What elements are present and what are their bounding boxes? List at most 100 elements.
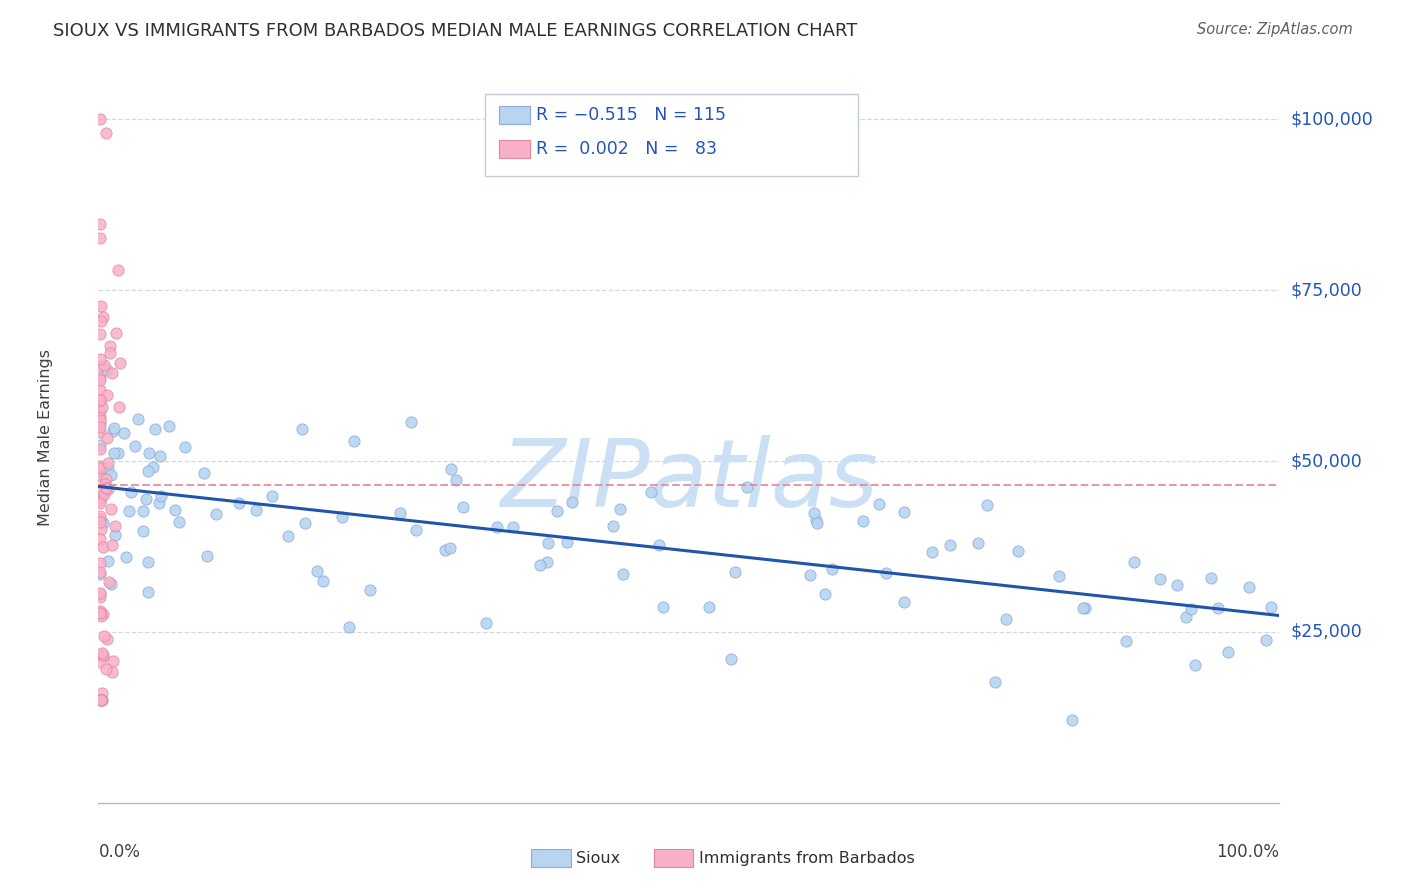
Point [149,449,172,463]
Point [536,555,558,569]
Point [96,481,118,495]
Point [453,500,475,514]
Point [89,606,111,620]
Point [875,566,897,581]
Text: $25,000: $25,000 [1291,623,1362,641]
Point [142,459,165,474]
Point [814,587,837,601]
Point [399,416,422,430]
Point [103,421,125,435]
Point [609,501,631,516]
Point [440,462,463,476]
Point [697,599,720,614]
Point [821,562,844,576]
Point [89,693,111,707]
Point [294,516,316,530]
Point [976,498,998,512]
Point [720,651,742,665]
Point [1007,543,1029,558]
Point [1201,571,1223,585]
Point [89,403,111,417]
Point [89,383,111,397]
Point [1149,572,1171,586]
Point [120,485,142,500]
Point [1237,581,1260,595]
Text: $75,000: $75,000 [1291,281,1362,299]
Text: Source: ZipAtlas.com: Source: ZipAtlas.com [1197,22,1353,37]
Point [343,434,366,448]
Point [96,632,118,646]
Text: $50,000: $50,000 [1291,452,1362,470]
Point [118,504,141,518]
Point [157,418,180,433]
Point [91,646,114,660]
Point [439,541,461,555]
Point [245,503,267,517]
Point [89,512,111,526]
Text: Sioux: Sioux [576,851,620,865]
Point [132,504,155,518]
Point [502,520,524,534]
Point [132,524,155,538]
Point [91,516,114,530]
Point [852,514,875,528]
Point [103,445,125,459]
Point [89,655,111,669]
Point [1074,601,1097,615]
Text: 0.0%: 0.0% [98,843,141,861]
Point [89,532,111,546]
Point [90,522,112,536]
Point [89,425,111,440]
Point [91,540,114,554]
Point [89,327,111,342]
Point [103,424,125,438]
Point [138,445,160,459]
Point [93,648,115,662]
Point [89,351,111,366]
Point [89,416,111,430]
Point [893,595,915,609]
Point [291,422,314,436]
Point [938,538,960,552]
Point [537,536,560,550]
Point [652,600,675,615]
Point [97,554,120,568]
Point [561,495,583,509]
Point [89,604,111,618]
Point [307,564,329,578]
Point [193,466,215,480]
Point [967,536,990,550]
Point [148,496,170,510]
Point [89,461,111,475]
Point [195,549,218,564]
Point [104,326,127,341]
Point [994,612,1017,626]
Point [89,393,111,408]
Point [90,609,112,624]
Point [89,412,111,426]
Point [107,262,129,277]
Point [546,503,568,517]
Text: SIOUX VS IMMIGRANTS FROM BARBADOS MEDIAN MALE EARNINGS CORRELATION CHART: SIOUX VS IMMIGRANTS FROM BARBADOS MEDIAN… [53,22,858,40]
Point [1122,555,1144,569]
Point [806,513,828,527]
Text: R = −0.515   N = 115: R = −0.515 N = 115 [536,106,725,124]
Point [136,555,159,569]
Point [228,496,250,510]
Point [124,439,146,453]
Point [91,310,114,325]
Point [90,606,112,620]
Point [1115,634,1137,648]
Point [98,574,121,589]
Point [89,469,111,483]
Point [648,538,671,552]
Point [93,358,115,372]
Point [91,693,114,707]
Point [1206,600,1229,615]
Point [108,401,131,415]
Point [89,590,111,604]
Point [94,662,117,676]
Point [330,510,353,524]
Point [1180,602,1202,616]
Point [91,686,114,700]
